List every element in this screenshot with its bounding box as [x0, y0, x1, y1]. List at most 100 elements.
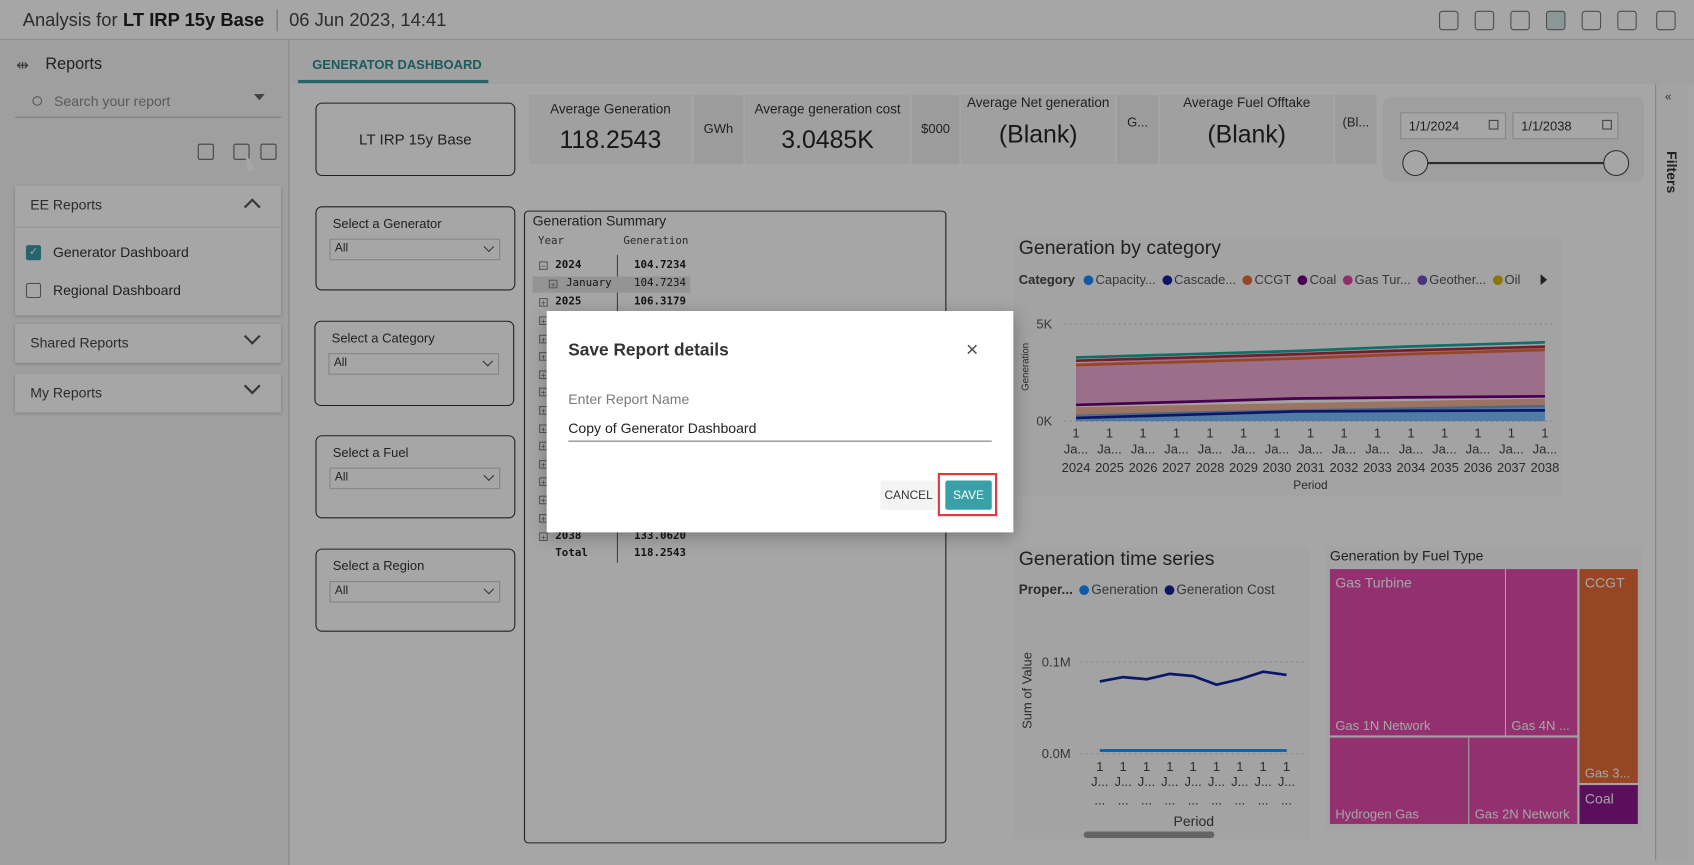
- y-tick-label: 5K: [1036, 316, 1053, 332]
- header-icon[interactable]: [1474, 10, 1495, 31]
- header-bar: [0, 0, 1694, 40]
- slicer-value: All: [334, 470, 349, 484]
- expand-icon[interactable]: −: [539, 261, 548, 272]
- slider-handle[interactable]: [1402, 150, 1429, 177]
- checkbox[interactable]: ✓: [25, 245, 42, 261]
- x-tick-month: J...: [1231, 774, 1249, 790]
- text-input[interactable]: [568, 417, 992, 442]
- slicer-card: [315, 548, 516, 632]
- toolbar-icon[interactable]: [197, 143, 214, 160]
- kpi-value: 118.2543: [559, 125, 662, 154]
- close-button[interactable]: ×: [965, 338, 979, 362]
- section-title[interactable]: EE Reports: [30, 196, 103, 213]
- cancel-button[interactable]: CANCEL: [880, 480, 937, 510]
- legend-label: CCGT: [1254, 272, 1292, 288]
- x-tick-year: ...: [1094, 792, 1106, 808]
- column-header: Year: [538, 235, 565, 248]
- legend-next[interactable]: [1540, 274, 1548, 286]
- y-tick-label: 0.0M: [1041, 746, 1071, 762]
- expand-icon[interactable]: +: [539, 298, 548, 308]
- treemap-leaf-label: Gas 4N ...: [1511, 718, 1570, 734]
- kpi-unit: $000: [921, 120, 951, 137]
- kpi-unit: (Bl...: [1342, 114, 1370, 130]
- header-icon[interactable]: [1439, 10, 1459, 31]
- x-tick-year: 2034: [1396, 460, 1426, 476]
- search-icon: [32, 96, 43, 106]
- expand-icon[interactable]: +: [539, 532, 548, 543]
- x-tick-year: 2033: [1363, 460, 1392, 476]
- date-input[interactable]: [1400, 112, 1507, 140]
- header-icon[interactable]: [1545, 10, 1566, 31]
- save-button[interactable]: SAVE: [945, 480, 992, 510]
- search-box[interactable]: Search your report: [15, 86, 281, 118]
- legend-label: Generation: [1091, 582, 1159, 598]
- sidebar-title: Reports: [45, 55, 103, 74]
- highlight-box: [937, 472, 998, 517]
- x-tick-day: 1: [1236, 759, 1244, 775]
- x-tick-day: 1: [1306, 425, 1315, 441]
- kpi-unit-box: [1335, 95, 1377, 165]
- legend-dot: [1492, 274, 1503, 285]
- search-placeholder: Search your report: [54, 92, 171, 110]
- filters-collapse: «: [1664, 90, 1672, 104]
- legend-item: Coal: [1297, 272, 1336, 287]
- slicer-dropdown[interactable]: [328, 353, 500, 375]
- checkbox[interactable]: [25, 282, 42, 299]
- legend-label: Generation Cost: [1176, 582, 1275, 598]
- legend-item: Generation: [1079, 582, 1158, 597]
- kpi-unit-box: [693, 95, 744, 165]
- header-icon[interactable]: [1656, 10, 1676, 31]
- expand-icon[interactable]: +: [548, 279, 558, 290]
- slicer-dropdown[interactable]: [329, 238, 501, 261]
- legend-item: Gas Tur...: [1342, 272, 1411, 288]
- toolbar-icon[interactable]: [233, 143, 250, 160]
- x-tick-day: 1: [1373, 425, 1382, 441]
- treemap-cell[interactable]: [1579, 785, 1638, 824]
- treemap-cell[interactable]: [1329, 569, 1505, 736]
- slicer-dropdown[interactable]: [329, 467, 501, 490]
- x-tick-month: J...: [1277, 774, 1296, 790]
- section-title[interactable]: My Reports: [30, 384, 103, 401]
- x-tick-month: Ja...: [1499, 441, 1524, 457]
- y-tick-label: 0K: [1036, 413, 1053, 429]
- filters-strip: [1655, 84, 1688, 861]
- treemap-cell[interactable]: [1469, 737, 1578, 824]
- slider-handle[interactable]: [1603, 150, 1630, 177]
- collapse-icon: ⇹: [16, 56, 29, 74]
- header-icon[interactable]: [1617, 10, 1637, 31]
- report-tab[interactable]: GENERATOR DASHBOARD: [312, 57, 482, 73]
- slicer-dropdown[interactable]: [329, 580, 501, 603]
- treemap-cell[interactable]: [1506, 569, 1578, 736]
- scenario-name: LT IRP 15y Base: [359, 130, 472, 148]
- x-tick-day: 1: [1212, 759, 1221, 775]
- legend-label: Gas Tur...: [1354, 272, 1411, 288]
- title-datetime: 06 Jun 2023, 14:41: [289, 9, 447, 31]
- legend-label: Geother...: [1429, 272, 1487, 288]
- x-tick-day: 1: [1119, 759, 1127, 775]
- x-tick-year: 2035: [1430, 460, 1459, 476]
- section-title[interactable]: Shared Reports: [30, 334, 129, 351]
- scrollbar: [1083, 831, 1215, 839]
- header-icon[interactable]: [1510, 10, 1530, 31]
- date-text: 1/1/2038: [1521, 118, 1572, 134]
- report-item[interactable]: Generator Dashboard: [52, 244, 189, 261]
- x-tick-year: 2027: [1162, 460, 1191, 476]
- x-tick-year: 2032: [1329, 460, 1359, 476]
- x-tick-year: ...: [1141, 792, 1152, 808]
- date-input[interactable]: [1512, 112, 1619, 140]
- report-item[interactable]: Regional Dashboard: [52, 281, 181, 299]
- x-tick-year: ...: [1164, 792, 1176, 808]
- header-icon[interactable]: [1581, 10, 1602, 31]
- kpi-card: [745, 95, 910, 165]
- legend: Proper... Generation Generation Cost: [1019, 582, 1275, 597]
- chart-title: Generation time series: [1018, 547, 1215, 570]
- row-value: 133.0620: [633, 530, 687, 543]
- kpi-unit-box: [911, 95, 960, 165]
- kpi-card: [961, 95, 1115, 165]
- toolbar-icon[interactable]: [260, 143, 277, 160]
- treemap-cell[interactable]: [1579, 569, 1638, 783]
- slicer-value: All: [333, 356, 348, 370]
- treemap-cell[interactable]: [1329, 737, 1469, 824]
- input-value: Copy of Generator Dashboard: [568, 420, 757, 437]
